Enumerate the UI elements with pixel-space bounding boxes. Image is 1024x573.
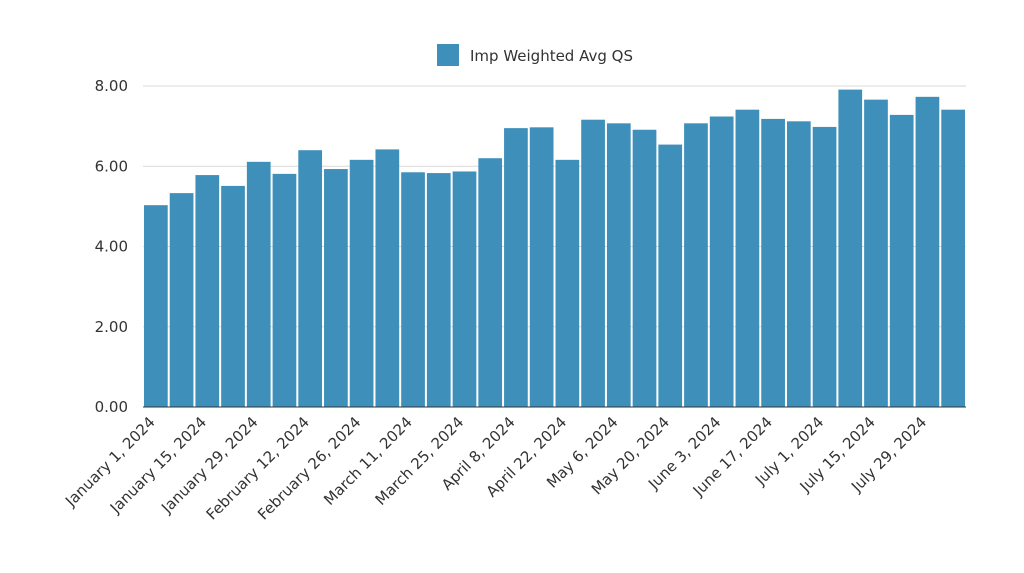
bar: [401, 172, 425, 407]
y-axis-tick-labels: 0.00 2.00 4.00 6.00 8.00: [95, 77, 128, 416]
bar: [889, 114, 914, 407]
bar: [504, 128, 528, 407]
bar: [324, 169, 348, 407]
bar: [246, 161, 271, 407]
bar: [272, 173, 297, 407]
bar: [349, 159, 374, 407]
bar: [375, 149, 400, 407]
bar: [452, 171, 477, 407]
y-tick-label: 0.00: [95, 398, 128, 416]
bar: [812, 126, 837, 408]
bar: [144, 205, 168, 407]
bars: [144, 89, 965, 408]
y-tick-label: 6.00: [95, 157, 128, 175]
legend: Imp Weighted Avg QS: [437, 44, 633, 66]
y-tick-label: 4.00: [95, 238, 128, 256]
bar: [606, 123, 631, 407]
bar: [709, 116, 734, 408]
bar: [658, 144, 683, 407]
bar: [169, 193, 194, 407]
bar: [581, 119, 605, 407]
bar: [864, 99, 888, 407]
x-tick-label: January 15, 2024: [106, 413, 210, 517]
y-tick-label: 8.00: [95, 77, 128, 95]
bar: [555, 159, 580, 407]
bar: [478, 158, 503, 407]
bar: [915, 96, 940, 408]
x-tick-label: January 1, 2024: [61, 413, 159, 511]
x-tick-label: March 11, 2024: [320, 413, 416, 509]
bar: [761, 118, 785, 407]
bar: [221, 185, 245, 407]
bar: [298, 150, 323, 407]
y-tick-label: 2.00: [95, 318, 128, 336]
bar: [941, 109, 965, 407]
legend-swatch: [437, 44, 459, 66]
bar: [195, 175, 220, 407]
bar: [684, 123, 708, 407]
bar: [786, 121, 811, 407]
x-tick-label: January 29, 2024: [157, 413, 261, 517]
x-tick-label: March 25, 2024: [372, 413, 468, 509]
bar: [838, 89, 863, 407]
bar: [529, 127, 554, 408]
bar: [735, 109, 760, 407]
legend-label: Imp Weighted Avg QS: [470, 47, 633, 65]
bar: [632, 129, 657, 407]
bar: [426, 173, 451, 407]
